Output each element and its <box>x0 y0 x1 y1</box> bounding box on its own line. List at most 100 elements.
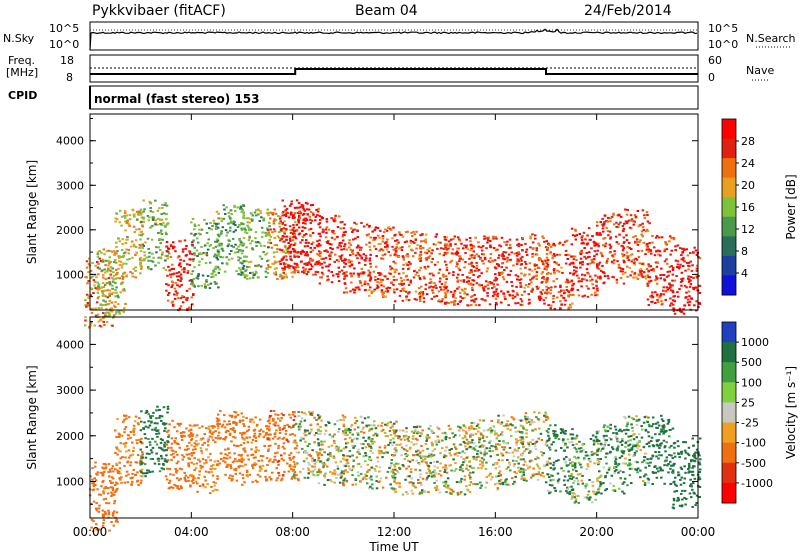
power-cell <box>164 202 167 205</box>
velocity-cell <box>194 448 197 451</box>
velocity-cell <box>216 423 219 426</box>
power-cell <box>191 217 195 220</box>
power-cell <box>140 234 143 237</box>
freq-trace <box>90 68 698 75</box>
power-cell <box>119 260 123 263</box>
velocity-cell <box>136 422 140 425</box>
velocity-cell <box>94 479 98 482</box>
power-cell <box>648 242 651 245</box>
power-cell <box>293 244 296 246</box>
power-cell <box>498 274 501 277</box>
velocity-cell <box>456 493 460 496</box>
power-cell <box>597 233 600 236</box>
power-cell <box>176 284 179 287</box>
power-cell <box>151 260 155 263</box>
power-cell <box>683 248 686 251</box>
power-cell <box>304 233 308 235</box>
power-cell <box>294 237 298 240</box>
power-cell <box>188 264 191 266</box>
power-cell <box>550 286 553 289</box>
power-cell <box>89 307 93 310</box>
velocity-cell <box>107 509 110 512</box>
velocity-cell <box>400 454 403 457</box>
velocity-cell <box>278 436 281 439</box>
velocity-cell <box>247 425 251 428</box>
velocity-cell <box>436 426 439 429</box>
velocity-cell <box>411 459 414 462</box>
power-cell <box>423 277 426 280</box>
power-cell <box>318 215 322 218</box>
power-cell <box>240 227 243 230</box>
velocity-cell <box>258 433 262 436</box>
velocity-cell <box>307 454 310 457</box>
velocity-cell <box>129 464 132 467</box>
power-cell <box>151 218 155 221</box>
power-cell <box>541 260 544 263</box>
power-cell <box>266 227 269 230</box>
velocity-cell <box>110 521 113 523</box>
velocity-cell <box>332 439 336 442</box>
power-cell <box>104 264 107 267</box>
power-cell <box>114 289 117 291</box>
power-cell <box>571 261 575 264</box>
power-cell <box>254 264 257 267</box>
power-cell <box>198 260 201 263</box>
power-cell <box>622 282 626 285</box>
velocity-cell <box>95 509 99 512</box>
power-cell <box>110 293 113 295</box>
power-cell <box>546 258 550 261</box>
velocity-cell <box>369 485 372 488</box>
velocity-cell <box>105 502 108 505</box>
power-cell <box>555 277 559 280</box>
power-cell <box>654 279 657 281</box>
power-cell <box>429 285 432 288</box>
power-cell <box>581 234 584 237</box>
power-cell <box>411 240 415 243</box>
power-cell <box>277 260 280 263</box>
velocity-cell <box>349 468 352 471</box>
velocity-cell <box>135 439 138 442</box>
power-cell <box>139 208 143 211</box>
power-cell <box>538 299 542 302</box>
power-cell <box>503 297 507 300</box>
power-cell <box>176 256 180 259</box>
power-cell <box>281 222 284 225</box>
velocity-cell <box>351 483 354 486</box>
power-cell <box>104 289 107 292</box>
power-cell <box>409 242 413 245</box>
power-cell <box>593 250 597 253</box>
velocity-cell <box>276 437 280 440</box>
power-cell <box>314 263 317 266</box>
velocity-cell <box>273 433 276 435</box>
velocity-cell <box>144 472 147 475</box>
power-cell <box>698 284 702 287</box>
power-cell <box>670 289 673 292</box>
velocity-cell <box>333 481 336 484</box>
power-cell <box>447 247 450 250</box>
power-cell <box>196 237 199 240</box>
power-cell <box>258 220 261 222</box>
power-cell <box>386 277 389 280</box>
velocity-cell <box>97 493 101 496</box>
power-cell <box>573 265 576 268</box>
power-cell <box>622 247 625 250</box>
power-cell <box>96 252 100 255</box>
power-cell <box>542 299 546 302</box>
velocity-cell <box>180 487 183 490</box>
velocity-cell <box>93 477 96 480</box>
power-cell <box>397 241 400 244</box>
power-cell <box>506 240 509 243</box>
power-cell <box>612 212 615 215</box>
power-colorbar-tick-label: 8 <box>741 245 748 258</box>
power-cell <box>243 227 247 230</box>
power-cell <box>424 257 428 260</box>
power-cell <box>230 220 233 223</box>
velocity-cell <box>187 457 190 460</box>
power-cell <box>531 247 535 250</box>
power-cell <box>594 294 597 297</box>
velocity-cell <box>234 457 237 460</box>
power-cell <box>465 238 468 241</box>
power-cell <box>109 273 112 276</box>
velocity-cell <box>292 424 295 427</box>
power-cell <box>84 319 87 322</box>
